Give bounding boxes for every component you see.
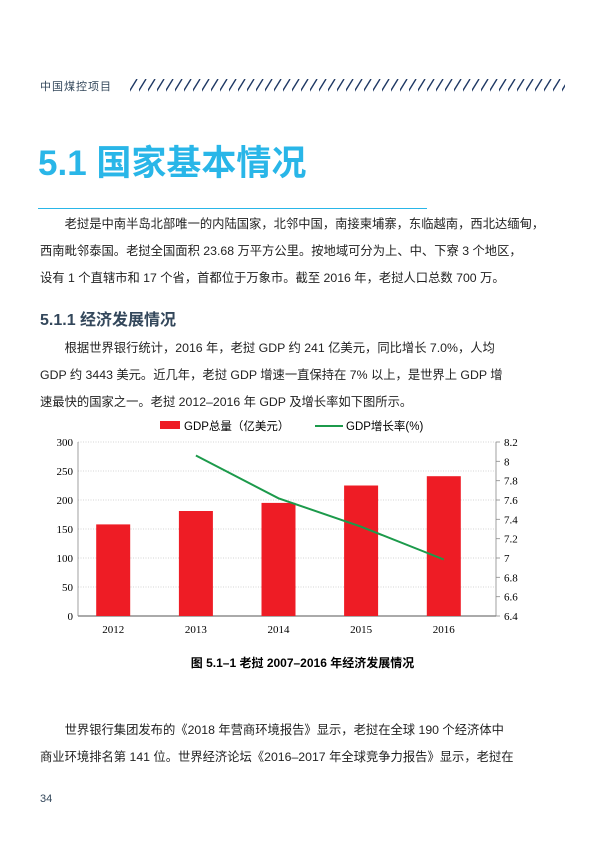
svg-text:2013: 2013 bbox=[185, 624, 208, 636]
svg-text:7.4: 7.4 bbox=[504, 514, 518, 526]
svg-text:7.8: 7.8 bbox=[504, 476, 518, 488]
svg-text:6.8: 6.8 bbox=[504, 572, 518, 584]
svg-text:2012: 2012 bbox=[102, 624, 124, 636]
svg-text:100: 100 bbox=[57, 553, 74, 565]
svg-text:50: 50 bbox=[62, 582, 74, 594]
svg-text:250: 250 bbox=[57, 466, 74, 478]
svg-text:8: 8 bbox=[504, 456, 510, 468]
svg-text:2015: 2015 bbox=[350, 624, 373, 636]
svg-text:7.6: 7.6 bbox=[504, 495, 518, 507]
svg-text:2014: 2014 bbox=[268, 624, 291, 636]
svg-text:2016: 2016 bbox=[433, 624, 456, 636]
svg-text:7.2: 7.2 bbox=[504, 534, 518, 546]
svg-text:0: 0 bbox=[68, 611, 74, 623]
svg-text:8.2: 8.2 bbox=[504, 437, 518, 449]
svg-text:7: 7 bbox=[504, 553, 510, 565]
svg-text:6.4: 6.4 bbox=[504, 611, 518, 623]
svg-text:150: 150 bbox=[57, 524, 74, 536]
svg-text:200: 200 bbox=[57, 495, 74, 507]
svg-text:6.6: 6.6 bbox=[504, 592, 518, 604]
svg-text:300: 300 bbox=[57, 437, 74, 449]
